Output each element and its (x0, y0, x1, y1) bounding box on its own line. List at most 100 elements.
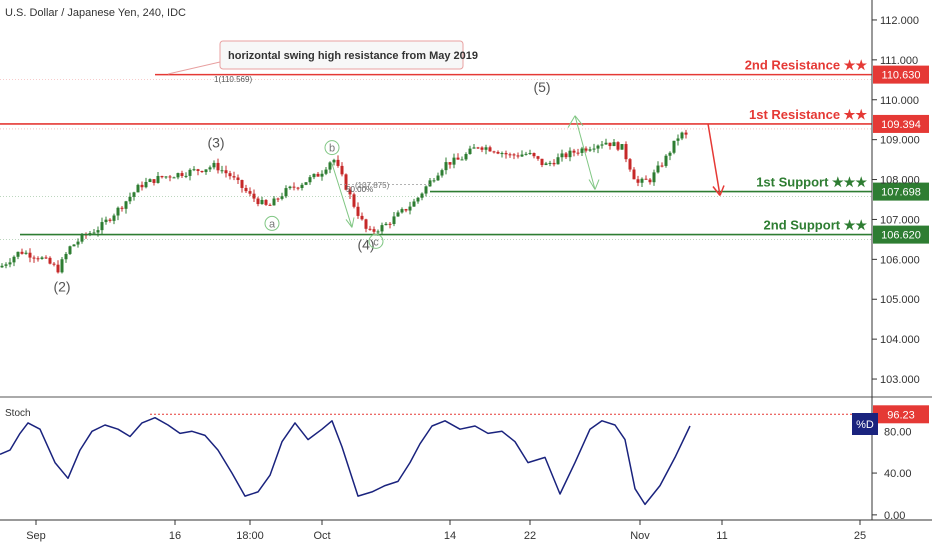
candle-body (12, 256, 16, 263)
candle-body (380, 225, 384, 232)
projection-arrow-head (567, 115, 576, 128)
candle-body (468, 148, 472, 155)
candle-body (188, 169, 192, 176)
candle-body (96, 230, 100, 233)
stoch-tick-label: 40.00 (884, 468, 912, 480)
price-tick-label: 105.000 (880, 294, 920, 306)
candle-body (656, 165, 660, 173)
time-tick-label: Sep (26, 530, 46, 542)
candle-body (144, 181, 148, 188)
candle-body (384, 223, 388, 226)
candle-body (592, 148, 596, 150)
stoch-layer: 96.23 (0, 405, 929, 506)
candle-body (500, 153, 504, 155)
candle-body (420, 193, 424, 198)
candle-body (680, 132, 684, 139)
candle-body (600, 144, 604, 146)
time-tick-label: Nov (630, 530, 650, 542)
candle-body (100, 222, 104, 231)
candle-body (32, 257, 36, 259)
callout-sub: 1(110.569) (214, 75, 252, 84)
stoch-legend-box (852, 413, 878, 435)
candle-body (340, 165, 344, 175)
candle-body (492, 151, 496, 153)
candle-body (596, 145, 600, 149)
candle-body (112, 215, 116, 221)
candle-body (264, 199, 268, 205)
candle-body (544, 163, 548, 166)
candle-body (516, 155, 520, 157)
price-tick-label: 106.000 (880, 254, 920, 266)
candle-body (232, 176, 236, 178)
price-tick-label: 109.000 (880, 135, 920, 147)
candle-body (484, 147, 488, 150)
candle-body (156, 175, 160, 183)
candle-body (512, 154, 516, 156)
candle-body (568, 150, 572, 158)
candle-body (68, 246, 72, 254)
candle-body (44, 257, 48, 259)
forecast-arrow (707, 123, 721, 196)
candle-body (456, 157, 460, 160)
candle-body (28, 252, 32, 258)
candle-body (52, 263, 56, 265)
level-price-badge (873, 225, 929, 244)
price-tick-label: 111.000 (880, 55, 918, 67)
candle-body (396, 212, 400, 217)
candle-body (200, 170, 204, 173)
axis-layer: 112.000 111.000 110.000 109.000 108.000 107.0… (26, 15, 920, 542)
candle-body (116, 207, 120, 216)
projection-arrow-head (351, 217, 355, 228)
candle-body (440, 170, 444, 176)
wave-label: (2) (53, 278, 70, 294)
candle-body (24, 252, 28, 254)
wave-label: c (373, 236, 379, 248)
candle-body (192, 169, 196, 171)
stoch-tick-label: 0.00 (884, 510, 905, 522)
time-tick-label: 16 (169, 530, 181, 542)
candle-body (428, 180, 432, 187)
wave-label: (5) (533, 79, 550, 95)
candle-body (4, 264, 8, 266)
wave-label: a (269, 218, 276, 230)
wave-circle (264, 215, 280, 231)
candle-body (40, 257, 44, 259)
candle-body (304, 182, 308, 185)
projection-arrow-head (345, 219, 353, 228)
candle-body (300, 184, 304, 189)
time-tick-label: 18:00 (236, 530, 264, 542)
candle-body (80, 234, 84, 242)
price-axis-panel (872, 0, 932, 550)
fib-618-label: (107.875) (355, 181, 390, 190)
candle-body (240, 180, 244, 188)
candle-body (436, 175, 440, 181)
candle-body (320, 173, 324, 177)
candle-body (20, 251, 24, 254)
symbol-title: U.S. Dollar / Japanese Yen, 240, IDC (5, 7, 186, 19)
candle-body (480, 147, 484, 150)
level-name: 1st Support ★★★ (756, 175, 867, 190)
time-tick-label: 25 (854, 530, 866, 542)
candle-body (336, 159, 340, 166)
forecast-arrow-head (719, 185, 725, 196)
candle-body (180, 173, 184, 176)
candle-body (508, 154, 512, 156)
candle-body (576, 152, 580, 154)
candle-body (256, 198, 260, 205)
candle-body (356, 206, 360, 216)
candle-body (104, 219, 108, 223)
candle-body (120, 207, 124, 209)
candle-body (564, 153, 568, 158)
level-price-badge (873, 182, 929, 201)
candle-body (536, 156, 540, 159)
stoch-tick-label: 80.00 (884, 426, 912, 438)
candle-body (624, 144, 628, 160)
candle-body (672, 140, 676, 153)
candle-body (204, 169, 208, 173)
candle-body (376, 231, 380, 233)
candle-body (664, 155, 668, 166)
candle-body (280, 196, 284, 199)
